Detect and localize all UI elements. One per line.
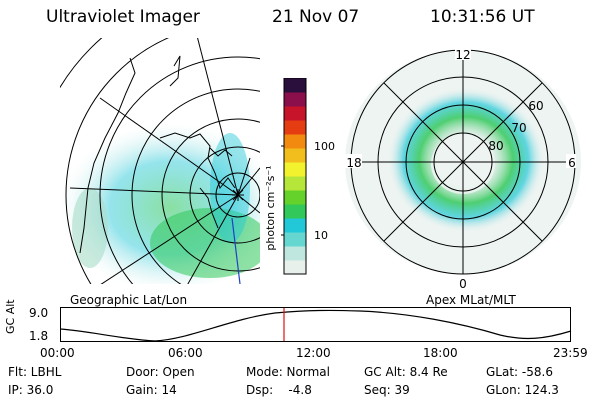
colorbar-cell xyxy=(284,120,306,135)
info-glon: GLon: 124.3 xyxy=(486,383,559,397)
info-filter: Flt: LBHL xyxy=(8,365,62,379)
colorbar-cell xyxy=(284,78,306,93)
colorbar-cell xyxy=(284,246,306,261)
colorbar-cell xyxy=(284,148,306,163)
mlat-label-70: 70 xyxy=(511,121,526,135)
mlt-label-0: 0 xyxy=(459,277,467,291)
date-label: 21 Nov 07 xyxy=(272,7,360,27)
colorbar-cell xyxy=(284,204,306,219)
info-mode: Mode: Normal xyxy=(246,365,330,379)
colorbar-frame xyxy=(283,78,307,275)
coastlines xyxy=(79,55,236,254)
aurora-band-edge xyxy=(210,133,250,243)
info-glat: GLat: -58.6 xyxy=(486,365,553,379)
gc-alt-curve xyxy=(60,309,572,342)
terminator-line xyxy=(231,217,241,284)
mlt-label-6: 6 xyxy=(568,156,576,170)
colorbar-cell xyxy=(284,106,306,121)
mlt-label-18: 18 xyxy=(346,156,361,170)
mlt-label-12: 12 xyxy=(455,48,470,62)
polar-plot: 12 18 6 0 60 70 80 xyxy=(344,46,581,291)
geographic-map xyxy=(60,38,260,284)
colorbar-tick-label-10: 10 xyxy=(314,229,328,242)
time-tick-0000: 00:00 xyxy=(40,346,75,360)
gc-alt-axis-label: GC Alt xyxy=(4,299,17,334)
info-dsp: Dsp: -4.8 xyxy=(246,383,312,397)
info-ip: IP: 36.0 xyxy=(8,383,54,397)
colorbar-cell xyxy=(284,218,306,233)
mlt-spokes xyxy=(351,50,575,274)
colorbar-tick-label-100: 100 xyxy=(314,140,335,153)
colorbar-cell xyxy=(284,92,306,107)
colorbar-cell xyxy=(284,260,306,275)
info-gain: Gain: 14 xyxy=(126,383,177,397)
time-tick-2359: 23:59 xyxy=(553,346,588,360)
mlat-label-80: 80 xyxy=(488,139,503,153)
colorbar-unit-label: photon cm⁻²s⁻¹ xyxy=(264,165,277,250)
geographic-caption: Geographic Lat/Lon xyxy=(70,293,188,307)
gc-alt-tick-min: 1.8 xyxy=(29,329,49,343)
colorbar-cell xyxy=(284,176,306,191)
time-tick-1800: 18:00 xyxy=(423,346,458,360)
time-tick-1200: 12:00 xyxy=(296,346,331,360)
gc-alt-plot xyxy=(60,307,572,342)
colorbar-cell xyxy=(284,134,306,149)
gc-alt-tick-max: 9.0 xyxy=(29,306,49,320)
apex-caption: Apex MLat/MLT xyxy=(426,293,516,307)
colorbar: photon cm⁻²s⁻¹ xyxy=(264,78,307,275)
time-label: 10:31:56 UT xyxy=(430,7,535,27)
instrument-title: Ultraviolet Imager xyxy=(46,7,200,27)
gc-alt-frame xyxy=(60,307,571,342)
info-seq: Seq: 39 xyxy=(364,383,410,397)
info-gc-alt: GC Alt: 8.4 Re xyxy=(364,365,448,379)
spacecraft-nadir-marker xyxy=(232,189,244,201)
mlat-label-60: 60 xyxy=(528,99,543,113)
colorbar-cell xyxy=(284,232,306,247)
time-tick-0600: 06:00 xyxy=(168,346,203,360)
colorbar-scale xyxy=(284,78,306,275)
colorbar-cell xyxy=(284,162,306,177)
info-door: Door: Open xyxy=(126,365,195,379)
colorbar-cell xyxy=(284,190,306,205)
